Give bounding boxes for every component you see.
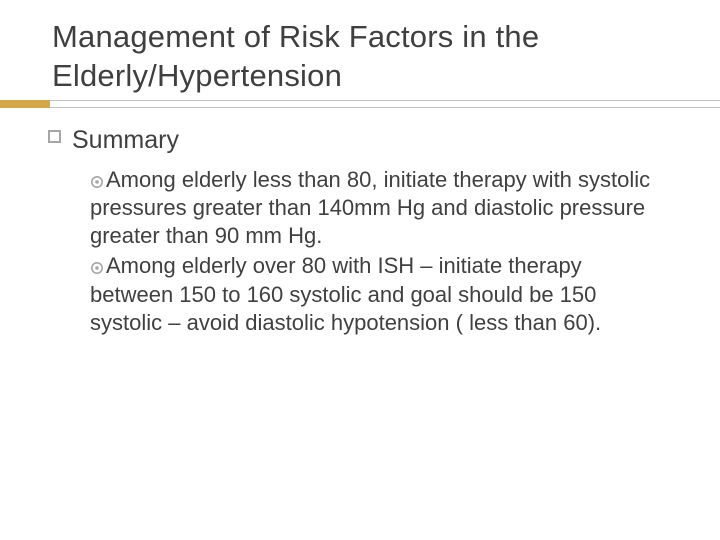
section-heading: Summary — [72, 124, 670, 157]
divider-line-bottom — [50, 107, 720, 108]
divider-line-top — [50, 100, 720, 101]
target-bullet-icon — [90, 175, 104, 189]
bullet-point: Among elderly less than 80, initiate the… — [90, 166, 670, 250]
target-bullet-icon — [90, 261, 104, 275]
bullet-point-text: Among elderly less than 80, initiate the… — [90, 167, 650, 248]
accent-bar — [0, 100, 50, 108]
bullet-point-text: Among elderly over 80 with ISH – initiat… — [90, 253, 601, 334]
slide-body: Summary Among elderly less than 80, init… — [52, 124, 680, 337]
title-divider — [0, 98, 720, 108]
slide-container: Management of Risk Factors in the Elderl… — [0, 0, 720, 540]
square-bullet-icon — [48, 130, 61, 143]
bullet-point: Among elderly over 80 with ISH – initiat… — [90, 252, 670, 336]
slide-title: Management of Risk Factors in the Elderl… — [52, 18, 680, 96]
section-heading-text: Summary — [72, 126, 179, 154]
